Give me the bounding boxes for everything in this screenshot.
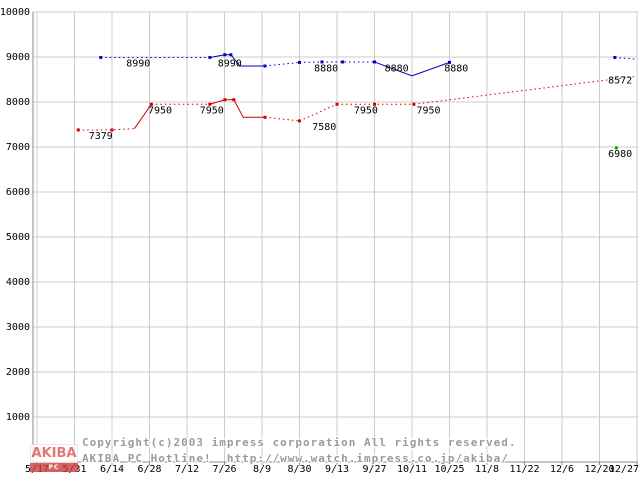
data-point-marker [298, 119, 301, 123]
series-segment [78, 128, 135, 131]
series-segment [614, 56, 636, 60]
series-green-price-point: 6980 [608, 146, 632, 160]
y-tick-label: 6000 [6, 187, 30, 198]
value-label: 7580 [312, 122, 336, 133]
data-point-marker [298, 60, 301, 64]
value-label: 6980 [608, 149, 632, 160]
x-tick-label: 6/28 [137, 464, 161, 475]
data-point-marker [223, 98, 227, 102]
x-tick-label: 11/22 [509, 464, 539, 475]
value-label: 7950 [354, 105, 378, 116]
data-point-marker [229, 53, 233, 57]
copyright-text: Copyright(c)2003 impress corporation All… [82, 436, 517, 449]
x-tick-label: 12/6 [550, 464, 574, 475]
series-segment [374, 61, 450, 77]
data-point-marker [412, 102, 416, 106]
logo-akiba-text: AKIBA [30, 444, 78, 463]
x-tick-label: 10/11 [397, 464, 427, 475]
series-blue-price-line: 8990 8990 8880 8880 8880 [99, 53, 636, 77]
value-label: 8990 [126, 58, 150, 69]
series-segment [134, 103, 152, 129]
y-tick-label: 5000 [6, 232, 30, 243]
series-red-price-line: 7379 7950 7950 7580 7950 7950 8572 [76, 75, 638, 142]
value-label: 7950 [416, 105, 440, 116]
x-tick-label: 12/20 [584, 464, 614, 475]
y-tick-label: 3000 [6, 322, 30, 333]
axes [32, 12, 638, 465]
x-tick-label: 8/30 [287, 464, 311, 475]
value-label: 8880 [314, 63, 338, 74]
data-point-marker [223, 53, 227, 57]
value-label: 8990 [218, 58, 242, 69]
x-tick-label: 12/27 [609, 464, 639, 475]
data-point-marker [320, 60, 324, 64]
data-point-marker [614, 146, 618, 150]
value-label: 7379 [89, 131, 113, 142]
data-point-marker [208, 55, 212, 59]
y-tick-label: 2000 [6, 367, 30, 378]
data-point-marker [373, 102, 376, 106]
x-tick-label: 7/12 [175, 464, 199, 475]
value-label: 8880 [385, 63, 409, 74]
data-point-marker [613, 55, 617, 59]
data-point-marker [208, 102, 212, 106]
y-tick-label: 4000 [6, 277, 30, 288]
x-tick-label: 9/27 [362, 464, 386, 475]
y-tick-label: 7000 [6, 142, 30, 153]
value-label: 8572 [608, 75, 632, 86]
value-label: 8880 [444, 63, 468, 74]
data-point-marker [99, 55, 103, 59]
x-tick-label: 7/26 [212, 464, 236, 475]
y-tick-label: 8000 [6, 97, 30, 108]
data-point-marker [149, 102, 153, 106]
y-tick-label: 9000 [6, 52, 30, 63]
data-point-marker [373, 60, 376, 64]
grid-lines [33, 11, 638, 462]
y-tick-label: 10000 [0, 7, 30, 18]
x-tick-label: 9/13 [325, 464, 349, 475]
x-tick-label: 11/8 [475, 464, 499, 475]
akiba-pc-hotline-logo: AKIBA PC Hotline! [30, 444, 78, 480]
x-tick-label: 10/25 [434, 464, 464, 475]
data-point-marker [448, 60, 451, 64]
x-tick-label: 6/14 [100, 464, 124, 475]
series-segment [413, 75, 638, 105]
data-point-marker [263, 64, 267, 68]
data-point-marker [76, 128, 80, 132]
data-point-marker [232, 98, 236, 102]
site-url-text: AKIBA PC Hotline! http://www.watch.impre… [82, 452, 509, 465]
series-segment [264, 61, 300, 67]
value-label: 7950 [148, 105, 172, 116]
data-point-marker [263, 115, 267, 119]
y-axis-labels: 1000 2000 3000 4000 5000 6000 7000 8000 9000 1000… [0, 7, 30, 423]
value-label: 7950 [200, 105, 224, 116]
logo-pc-hotline-text: PC Hotline! [30, 463, 78, 480]
series-segment [299, 103, 338, 122]
data-point-marker [335, 102, 339, 106]
data-point-marker [110, 128, 114, 132]
x-tick-label: 8/9 [253, 464, 271, 475]
data-point-marker [341, 60, 345, 64]
x-axis-labels: 5/175/316/146/287/127/268/98/309/139/271… [25, 464, 639, 475]
series-segment [264, 116, 300, 122]
y-tick-label: 1000 [6, 412, 30, 423]
